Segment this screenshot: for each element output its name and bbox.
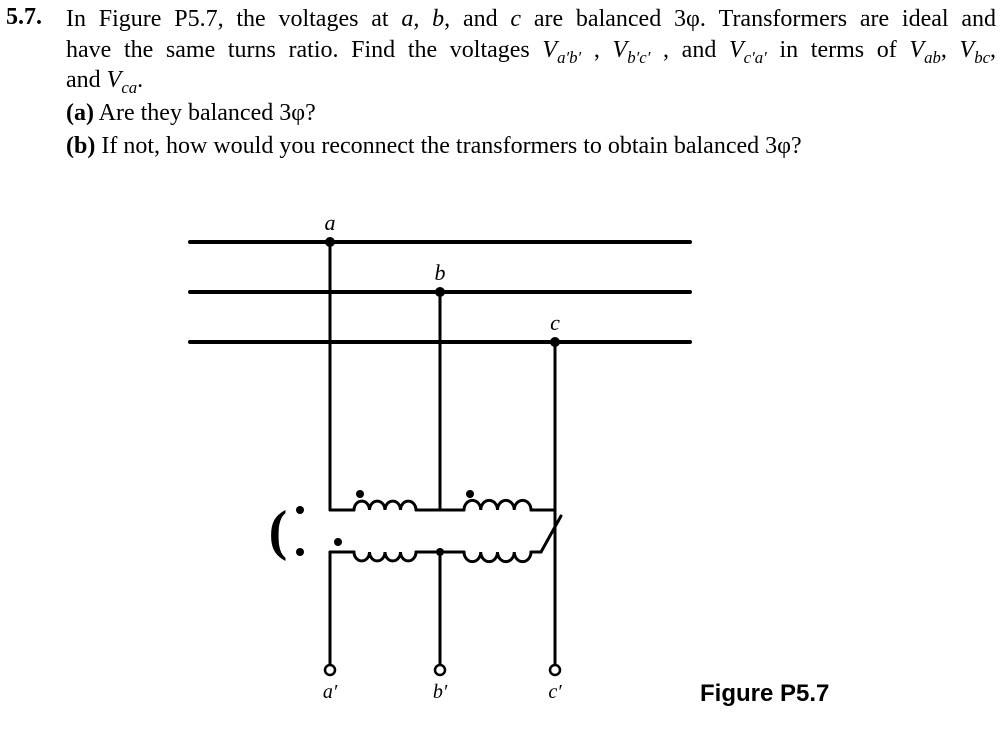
problem-line1: In Figure P5.7, the voltages at a, b, an… xyxy=(66,4,996,35)
var-a: a xyxy=(401,6,413,32)
text: , xyxy=(941,37,960,63)
svg-text:b: b xyxy=(435,260,446,285)
problem-line3: and Vca. xyxy=(66,65,996,96)
problem-number: 5.7. xyxy=(6,4,42,31)
problem-line2: have the same turns ratio. Find the volt… xyxy=(66,35,996,66)
text: , xyxy=(413,6,432,32)
svg-text:(: ( xyxy=(269,500,288,562)
part-a-text: Are they balanced 3φ? xyxy=(94,100,316,126)
part-a-label: (a) xyxy=(66,100,94,126)
var-b: b xyxy=(432,6,444,32)
svg-text:a: a xyxy=(325,210,336,235)
text: , and xyxy=(650,37,729,63)
text: , and xyxy=(444,6,510,32)
text: are balanced 3φ. Transformers are ideal … xyxy=(521,6,996,32)
part-b: (b) If not, how would you reconnect the … xyxy=(66,131,996,162)
svg-text:b′: b′ xyxy=(433,681,448,703)
figure-wrap: a b c ( a′ b′ c′ Figure P5.7 xyxy=(0,200,1002,740)
var-v4: V xyxy=(909,37,924,63)
text: in terms of xyxy=(767,37,910,63)
text: In Figure P5.7, the voltages at xyxy=(66,6,401,32)
sub: ab xyxy=(924,48,941,67)
sub: ca xyxy=(121,78,137,97)
var-v3: V xyxy=(729,37,744,63)
figure-svg: a b c ( a′ b′ c′ xyxy=(0,200,1002,740)
sub: bc xyxy=(974,48,990,67)
figure-caption: Figure P5.7 xyxy=(700,680,829,708)
sub: c′a′ xyxy=(744,48,767,67)
var-c: c xyxy=(510,6,521,32)
problem-body: In Figure P5.7, the voltages at a, b, an… xyxy=(66,4,996,162)
text: have the same turns ratio. Find the volt… xyxy=(66,37,542,63)
sub: a′b′ xyxy=(557,48,581,67)
part-a: (a) Are they balanced 3φ? xyxy=(66,98,996,129)
text: and xyxy=(66,67,107,93)
var-v5: V xyxy=(960,37,975,63)
text: , xyxy=(581,37,612,63)
var-v2: V xyxy=(613,37,628,63)
var-v6: V xyxy=(107,67,122,93)
page-root: 5.7. In Figure P5.7, the voltages at a, … xyxy=(0,0,1002,740)
sub: b′c′ xyxy=(627,48,650,67)
svg-text:a′: a′ xyxy=(323,681,338,703)
svg-text:c: c xyxy=(550,310,560,335)
text: , xyxy=(990,37,996,63)
svg-text:c′: c′ xyxy=(548,681,562,703)
var-v1: V xyxy=(542,37,557,63)
text: . xyxy=(137,67,143,93)
part-b-text: If not, how would you reconnect the tran… xyxy=(95,133,801,159)
part-b-label: (b) xyxy=(66,133,95,159)
